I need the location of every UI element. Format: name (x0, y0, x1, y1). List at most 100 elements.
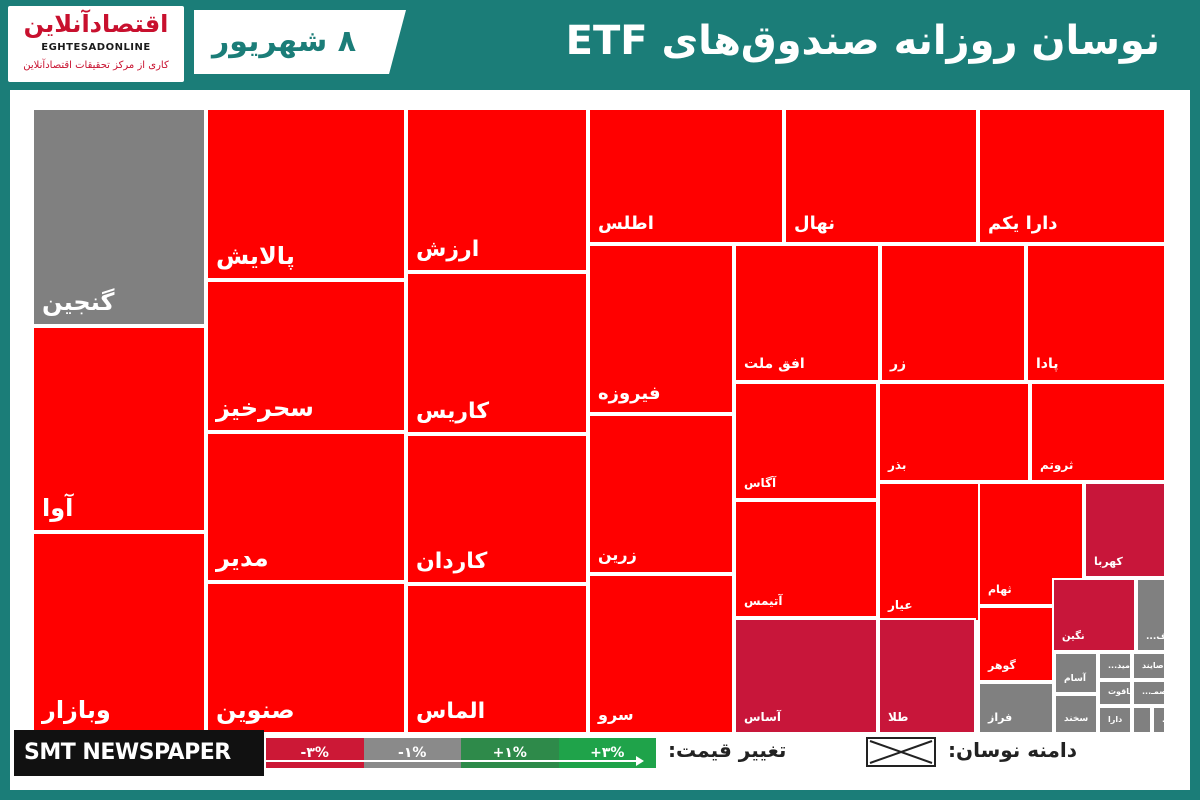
tile[interactable]: اطلس (588, 108, 784, 244)
tile-label: طلا (888, 710, 909, 724)
tile[interactable]: دارا (1098, 706, 1132, 734)
tile-label: نهال (794, 213, 836, 234)
tile-label: فراز (988, 711, 1013, 724)
tile-label: آگاس (744, 476, 777, 490)
tile-label: صایند (1142, 661, 1164, 670)
tile[interactable]: کاردان (406, 434, 588, 584)
tile-label: دارا یکم (988, 213, 1058, 234)
tile-label: عیار (888, 598, 913, 612)
tile[interactable]: کهربا (1084, 482, 1166, 578)
scale-swatch: -۳% (266, 738, 364, 768)
tile-label: افق ملت (744, 356, 805, 372)
brand-text: SMT NEWSPAPER (24, 740, 231, 765)
tile-label: اف... (1146, 632, 1166, 642)
tile[interactable]: سخند (1054, 694, 1098, 734)
tile-label: کاردان (416, 549, 488, 574)
date-tab: ۸ شهریور (194, 10, 406, 74)
tile[interactable]: الماس (406, 584, 588, 734)
tile[interactable]: آگاس (734, 382, 878, 500)
tile[interactable]: افق ملت (734, 244, 880, 382)
page-title: نوسان روزانه صندوق‌های ETF (565, 18, 1160, 64)
tile[interactable]: وبازار (32, 532, 206, 734)
scale-arrow (266, 756, 644, 766)
logo-title: اقتصادآنلاین (23, 10, 169, 38)
tile-label: ثروتم (1040, 458, 1074, 472)
range-label: دامنه نوسان: (948, 738, 1078, 762)
tile[interactable]: فیروزه (588, 244, 734, 414)
tile-label: کهربا (1094, 555, 1123, 568)
tile[interactable]: صایند (1132, 652, 1166, 680)
tile[interactable]: آوا (32, 326, 206, 532)
tile[interactable]: آتیمس (734, 500, 878, 618)
color-scale: -۳% -۱% +۱% +۳% (266, 738, 656, 768)
tile-label: مدیر (216, 544, 269, 572)
tile-label: بذر (888, 458, 907, 472)
scale-swatch: +۱% (461, 738, 559, 768)
tile-label: الماس (416, 699, 486, 724)
tile[interactable]: صنوین (206, 582, 406, 734)
range-icon (866, 737, 936, 767)
price-change-label: تغییر قیمت: (668, 738, 787, 762)
tile[interactable]: آسام (1054, 652, 1098, 694)
tile[interactable]: مدیر (206, 432, 406, 582)
tile[interactable]: گوهر (978, 606, 1054, 682)
tile-label: گوهر (988, 659, 1016, 672)
tile[interactable]: آساس (734, 618, 878, 734)
tile-label: ارزش (416, 237, 480, 262)
tile-label: دارا (1108, 715, 1123, 724)
tile-label: پالایش (216, 242, 295, 270)
tile[interactable]: تصمـ... (1132, 680, 1166, 706)
tile-label: یاقوت (1108, 687, 1132, 696)
tile-label: آساس (744, 710, 781, 724)
tile-label: کاریس (416, 399, 490, 424)
scale-swatch: -۱% (363, 738, 461, 768)
tile[interactable]: سرو (588, 574, 734, 734)
tile-label: سرو (598, 705, 634, 724)
tile[interactable]: ارزش (406, 108, 588, 272)
tile[interactable]: گنجین (32, 108, 206, 326)
tile-label: سخند (1064, 714, 1089, 724)
tile[interactable]: نهال (784, 108, 978, 244)
tile[interactable]: امید... (1098, 652, 1132, 680)
tile[interactable]: ک... (1152, 706, 1166, 734)
date-label: ۸ شهریور (212, 24, 357, 59)
logo-subtitle: EGHTESADONLINE (41, 42, 151, 53)
tile-label: زر (890, 356, 907, 372)
tile-label: وبازار (42, 696, 111, 724)
tile[interactable]: یاقوت (1098, 680, 1132, 706)
tile[interactable]: پادا (1026, 244, 1166, 382)
tile[interactable]: طلا (878, 618, 976, 734)
header: اقتصادآنلاین EGHTESADONLINE کاری از مرکز… (0, 0, 1200, 90)
tile[interactable]: پالایش (206, 108, 406, 280)
tile[interactable]: ثروتم (1030, 382, 1166, 482)
logo-tagline: کاری از مرکز تحقیقات اقتصادآنلاین (23, 60, 169, 71)
tile[interactable]: کاریس (406, 272, 588, 434)
brand-badge: SMT NEWSPAPER (14, 730, 264, 776)
tile-label: آسام (1064, 674, 1086, 684)
tile-label: نگین (1062, 631, 1085, 642)
tile[interactable]: زر (880, 244, 1026, 382)
tile-label: زرین (598, 545, 637, 564)
tile-label: آوا (42, 494, 74, 522)
tile-label: امید... (1108, 661, 1132, 670)
tile-label: ک... (1162, 715, 1166, 724)
tile[interactable]: فراز (978, 682, 1054, 734)
tile-label: صنوین (216, 696, 295, 724)
tile-label: تصمـ... (1142, 687, 1166, 696)
tile-label: گنجین (42, 288, 115, 316)
tile[interactable]: بذر (878, 382, 1030, 482)
tile-label: ثهام (988, 583, 1012, 596)
tile[interactable]: دارا یکم (978, 108, 1166, 244)
tile-label: اطلس (598, 213, 654, 234)
tile-label: پادا (1036, 356, 1059, 372)
tile-label: فیروزه (598, 383, 661, 404)
tile[interactable]: زرین (588, 414, 734, 574)
logo: اقتصادآنلاین EGHTESADONLINE کاری از مرکز… (8, 6, 184, 82)
tile[interactable]: نگین (1052, 578, 1136, 652)
treemap: گنجین آوا وبازار پالایش سحرخیز مدیر صنوین ارزش ک… (32, 108, 1166, 734)
tile[interactable]: اف... (1136, 578, 1166, 652)
tile[interactable] (1132, 706, 1152, 734)
tile[interactable]: سحرخیز (206, 280, 406, 432)
tile-label: آتیمس (744, 594, 783, 608)
tile[interactable]: عیار (878, 482, 980, 622)
